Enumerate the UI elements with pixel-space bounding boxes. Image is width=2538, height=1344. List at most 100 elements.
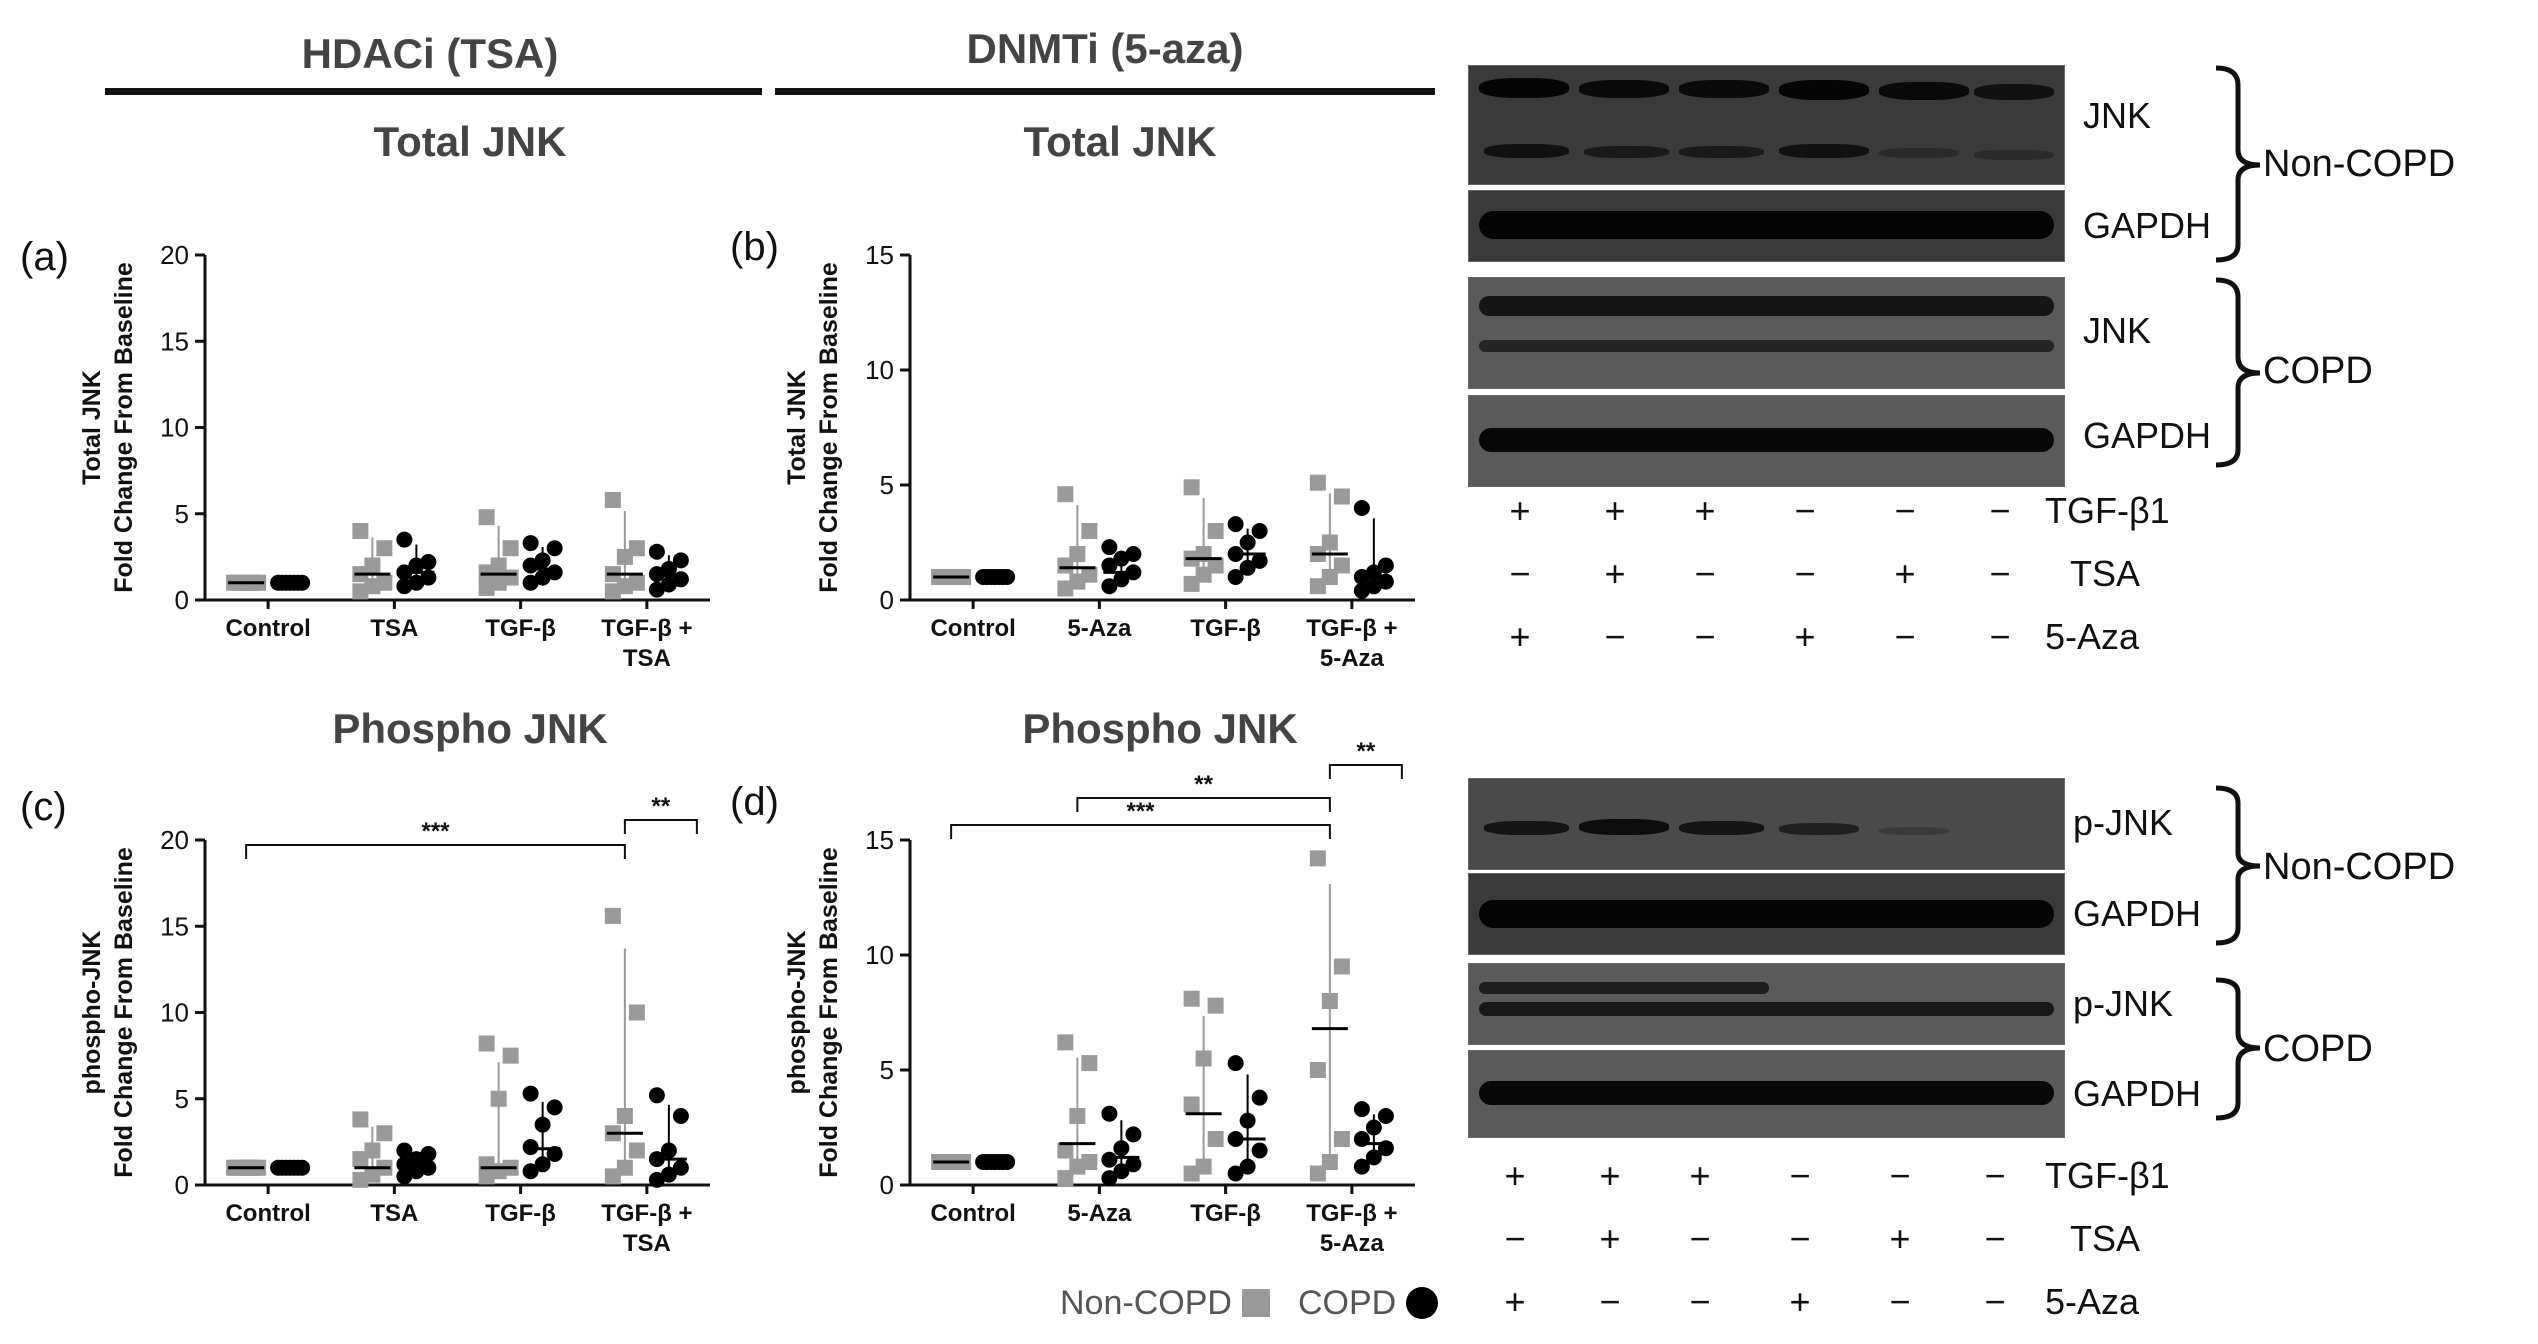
header-dnmti: DNMTi (5-aza) (966, 25, 1244, 72)
y-tick-label: 0 (880, 1170, 894, 1200)
blot-top-gapdh-copd (1468, 395, 2065, 487)
y-tick-label: 0 (880, 585, 894, 615)
significance-bracket (245, 844, 626, 859)
blot-top-label-3: JNK (2083, 310, 2152, 351)
blot-bottom-treatment-tgf: TGF-β1 (2045, 1155, 2170, 1196)
sign: + (1604, 553, 1626, 594)
noncopd-point (478, 1156, 495, 1173)
noncopd-point (1081, 566, 1098, 583)
sign: − (1509, 553, 1531, 594)
y-tick-label: 5 (880, 470, 894, 500)
sign: + (1504, 1155, 1526, 1196)
sign: − (1789, 1155, 1811, 1196)
sign: + (1509, 616, 1531, 657)
copd-point (1101, 578, 1118, 595)
sign: + (1889, 1218, 1911, 1259)
blot-top-gapdh-noncopd (1468, 190, 2065, 262)
blot-bottom-label-3: p-JNK (2073, 983, 2174, 1024)
blot-top-group-noncopd: Non-COPD (2263, 143, 2456, 185)
blot-bottom-braces (2215, 785, 2261, 1121)
significance-bracket (1076, 797, 1331, 812)
copd-point (522, 574, 539, 591)
x-tick-label: TGF-β (485, 1200, 556, 1227)
legend-copd-label: COPD (1297, 1283, 1397, 1322)
x-tick-label: TSA (370, 615, 418, 642)
copd-point (672, 1159, 689, 1176)
panel-a-title: Total JNK (373, 118, 567, 165)
copd-point (648, 543, 665, 560)
blot-top-row-2: − + − − + − (1500, 553, 2100, 594)
noncopd-point (628, 540, 645, 557)
chart-phospho-jnk-aza: phospho-JNK Fold Change From Baseline 0 5 10… (783, 740, 1415, 1257)
y-axis-label-line2: Fold Change From Baseline (815, 847, 843, 1178)
copd-point (1101, 557, 1118, 574)
legend-copd-dot (1406, 1287, 1439, 1319)
sign: + (1789, 1281, 1811, 1322)
sign: − (1794, 490, 1816, 531)
y-tick-label: 20 (160, 825, 189, 855)
significance-label: *** (1126, 798, 1155, 825)
sign: − (1504, 1218, 1526, 1259)
copd-point (546, 1099, 563, 1116)
x-tick-label: TGF-β + (1306, 1200, 1397, 1227)
x-tick-label: 5-Aza (1320, 1230, 1385, 1257)
copd-point (648, 1087, 665, 1104)
sign: − (1894, 490, 1916, 531)
copd-point (420, 1145, 437, 1162)
y-tick-label: 15 (160, 326, 189, 356)
copd-point (546, 540, 563, 557)
copd-point (1251, 552, 1268, 569)
noncopd-point (1183, 990, 1200, 1007)
noncopd-point (1183, 1096, 1200, 1113)
x-tick-label: TGF-β (485, 615, 556, 642)
copd-point (522, 535, 539, 552)
blot-top-row-1: + + + − − − (1500, 490, 2100, 531)
sign: − (1694, 616, 1716, 657)
copd-point (1353, 500, 1370, 516)
copd-point (546, 564, 563, 581)
y-axis-label-line2: Fold Change From Baseline (815, 262, 843, 593)
noncopd-point (502, 540, 519, 557)
blot-bottom-group-noncopd: Non-COPD (2263, 846, 2456, 888)
legend-noncopd-square (1241, 1289, 1270, 1317)
noncopd-point (604, 491, 621, 508)
noncopd-point (478, 1035, 495, 1052)
x-tick-label: TSA (623, 645, 671, 672)
significance-label: ** (1194, 771, 1213, 798)
noncopd-point (352, 523, 369, 539)
sign: − (1889, 1155, 1911, 1196)
blot-bottom-treatment-aza: 5-Aza (2045, 1281, 2140, 1322)
blot-bottom-pjnk-copd (1468, 963, 2065, 1045)
sign: + (1599, 1155, 1621, 1196)
sign: − (1889, 1281, 1911, 1322)
copd-point (396, 1142, 413, 1159)
copd-point (420, 554, 437, 571)
legend-noncopd-label: Non-COPD (1060, 1283, 1232, 1322)
y-tick-label: 5 (175, 499, 189, 529)
blot-top-label-1: JNK (2083, 95, 2152, 136)
y-axis-label-line2: Fold Change From Baseline (110, 847, 138, 1178)
x-tick-label: 5-Aza (1067, 615, 1132, 642)
x-tick-label: TGF-β (1190, 1200, 1261, 1227)
sign: − (1984, 1155, 2006, 1196)
sign: + (1694, 490, 1716, 531)
copd-point (1251, 1089, 1268, 1106)
y-axis-label-line1: phospho-JNK (783, 931, 811, 1095)
blot-bottom-label-1: p-JNK (2073, 802, 2174, 843)
y-tick-label: 0 (175, 1170, 189, 1200)
copd-point (1353, 582, 1370, 599)
sign: − (1789, 1218, 1811, 1259)
copd-point (1227, 1165, 1244, 1182)
blot-top-treatments: + + + − − − − + − − + − + − − + − − TGF-… (1500, 490, 2220, 670)
blot-bottom: p-JNK GAPDH p-JNK GAPDH Non-COPD COPD (1468, 778, 2528, 1138)
copd-point (648, 1171, 665, 1188)
x-tick-label: 5-Aza (1067, 1200, 1132, 1227)
noncopd-point (628, 1004, 645, 1021)
noncopd-point (628, 574, 645, 591)
copd-point (522, 1139, 539, 1156)
significance-bracket (1328, 764, 1403, 779)
sign: + (1504, 1281, 1526, 1322)
blot-bottom-label-4: GAPDH (2073, 1073, 2202, 1114)
blot-bottom-gapdh-copd (1468, 1050, 2065, 1138)
x-tick-label: TGF-β + (1306, 615, 1397, 642)
